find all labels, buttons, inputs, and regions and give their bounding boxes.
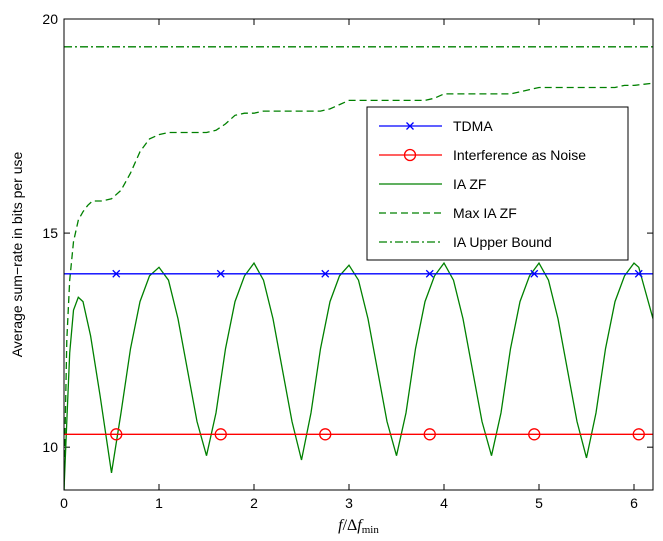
y-tick-label: 20 <box>42 11 58 27</box>
x-tick-label: 6 <box>630 495 638 511</box>
marker-tdma <box>321 269 330 278</box>
x-axis-label-f2: f <box>357 517 364 534</box>
legend-label-interference-as-noise: Interference as Noise <box>453 147 586 163</box>
x-tick-label: 4 <box>440 495 448 511</box>
legend-marker <box>406 122 414 130</box>
axis-ticks <box>63 18 653 490</box>
x-tick-label: 1 <box>155 495 163 511</box>
legend-label-max-ia-zf: Max IA ZF <box>453 205 517 221</box>
x-tick-label: 0 <box>60 495 68 511</box>
x-axis-label-sub: min <box>362 524 380 536</box>
series-line-ia-zf <box>64 261 653 490</box>
legend: TDMA Interference as Noise IA ZF Max IA ZF I… <box>366 106 629 261</box>
legend-label-ia-zf: IA ZF <box>453 176 486 192</box>
x-tick-label: 3 <box>345 495 353 511</box>
x-axis-label: f/Δfmin <box>338 517 379 536</box>
plot-frame <box>63 18 654 491</box>
tick-labels: 0 1 2 3 4 5 6 10 15 20 <box>42 11 638 511</box>
marker-interference-as-noise <box>423 428 436 441</box>
y-tick-label: 10 <box>42 439 58 455</box>
marker-tdma <box>530 269 539 278</box>
legend-marker <box>403 148 417 162</box>
x-tick-label: 2 <box>250 495 258 511</box>
marker-tdma <box>425 269 434 278</box>
y-axis-label: Average sum−rate in bits per use <box>9 151 25 357</box>
marker-interference-as-noise <box>319 428 332 441</box>
marker-tdma <box>112 269 121 278</box>
marker-tdma <box>216 269 225 278</box>
marker-interference-as-noise <box>528 428 541 441</box>
series-line-max-ia-zf <box>64 82 653 490</box>
y-tick-label: 15 <box>42 225 58 241</box>
x-tick-label: 5 <box>535 495 543 511</box>
x-axis-label-f: f <box>338 517 345 534</box>
marker-tdma <box>634 269 643 278</box>
marker-interference-as-noise <box>214 428 227 441</box>
legend-label-tdma: TDMA <box>453 118 493 134</box>
marker-interference-as-noise <box>632 428 645 441</box>
plot-series <box>64 46 653 490</box>
marker-interference-as-noise <box>110 428 123 441</box>
x-axis-label-slash-delta: /Δ <box>343 517 358 534</box>
legend-label-ia-upper-bound: IA Upper Bound <box>453 234 552 250</box>
